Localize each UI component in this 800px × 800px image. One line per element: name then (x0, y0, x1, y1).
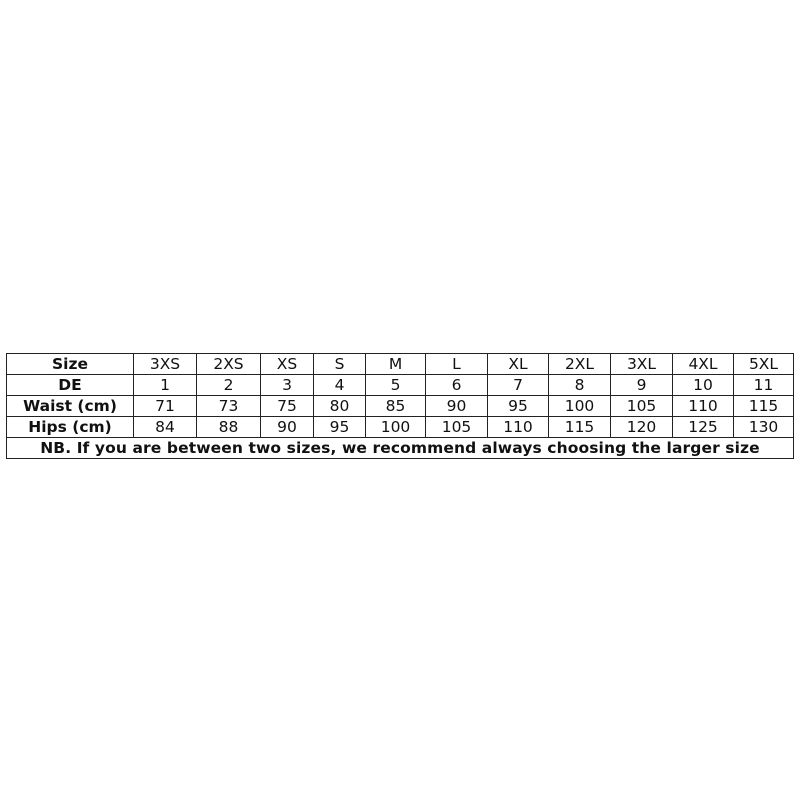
table-cell: 90 (425, 395, 488, 417)
note-row: NB. If you are between two sizes, we rec… (6, 437, 794, 459)
size-chart-table: Size 3XS 2XS XS S M L XL 2XL 3XL 4XL 5XL DE 1 2 3 4 5 6 7 8 9… (6, 353, 794, 459)
table-cell: 100 (365, 416, 426, 438)
table-cell: 125 (672, 416, 734, 438)
table-cell: 80 (313, 395, 366, 417)
table-cell: 3XL (610, 353, 673, 375)
table-cell: 2XL (548, 353, 611, 375)
size-note: NB. If you are between two sizes, we rec… (6, 437, 794, 459)
table-cell: 6 (425, 374, 488, 396)
table-cell: 115 (548, 416, 611, 438)
table-cell: 105 (425, 416, 488, 438)
table-cell: XL (487, 353, 549, 375)
table-cell: 8 (548, 374, 611, 396)
table-cell: 73 (196, 395, 261, 417)
table-cell: 100 (548, 395, 611, 417)
table-cell: M (365, 353, 426, 375)
table-cell: 84 (133, 416, 197, 438)
row-label: Hips (cm) (6, 416, 134, 438)
table-cell: 95 (487, 395, 549, 417)
table-cell: 95 (313, 416, 366, 438)
row-label: DE (6, 374, 134, 396)
table-cell: 4 (313, 374, 366, 396)
row-label: Waist (cm) (6, 395, 134, 417)
hips-row: Hips (cm) 84 88 90 95 100 105 110 115 120 125 130 (6, 416, 794, 438)
table-cell: 3XS (133, 353, 197, 375)
table-cell: 7 (487, 374, 549, 396)
table-cell: 10 (672, 374, 734, 396)
table-cell: 3 (260, 374, 314, 396)
size-row: Size 3XS 2XS XS S M L XL 2XL 3XL 4XL 5XL (6, 353, 794, 375)
row-label: Size (6, 353, 134, 375)
table-cell: XS (260, 353, 314, 375)
table-cell: 130 (733, 416, 794, 438)
table-cell: S (313, 353, 366, 375)
table-cell: 75 (260, 395, 314, 417)
size-chart-body: Size 3XS 2XS XS S M L XL 2XL 3XL 4XL 5XL DE 1 2 3 4 5 6 7 8 9… (6, 353, 794, 459)
table-cell: 5 (365, 374, 426, 396)
de-row: DE 1 2 3 4 5 6 7 8 9 10 11 (6, 374, 794, 396)
waist-row: Waist (cm) 71 73 75 80 85 90 95 100 105 110 115 (6, 395, 794, 417)
table-cell: 120 (610, 416, 673, 438)
table-cell: 115 (733, 395, 794, 417)
table-cell: 85 (365, 395, 426, 417)
table-cell: 2XS (196, 353, 261, 375)
table-cell: L (425, 353, 488, 375)
table-cell: 5XL (733, 353, 794, 375)
table-cell: 11 (733, 374, 794, 396)
table-cell: 2 (196, 374, 261, 396)
table-cell: 88 (196, 416, 261, 438)
table-cell: 1 (133, 374, 197, 396)
table-cell: 90 (260, 416, 314, 438)
table-cell: 110 (672, 395, 734, 417)
table-cell: 110 (487, 416, 549, 438)
table-cell: 71 (133, 395, 197, 417)
table-cell: 105 (610, 395, 673, 417)
table-cell: 9 (610, 374, 673, 396)
table-cell: 4XL (672, 353, 734, 375)
